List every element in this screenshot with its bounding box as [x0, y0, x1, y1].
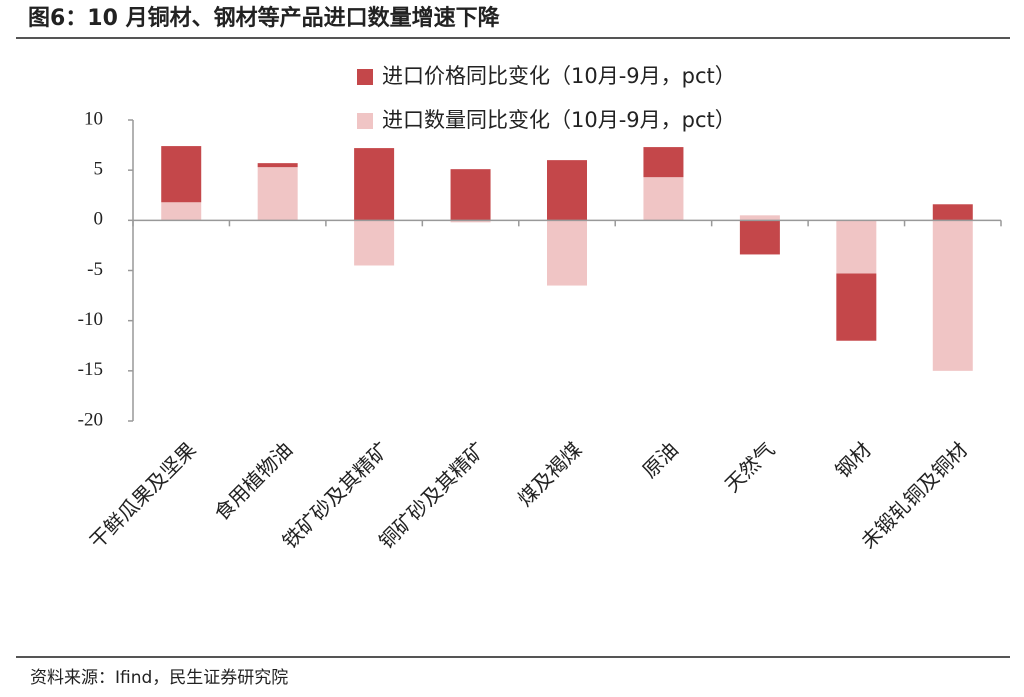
bar [932, 204, 973, 221]
x-tick-label: 干鲜瓜果及坚果 [85, 437, 201, 553]
legend-swatch [357, 69, 373, 85]
x-tick-label: 钢材 [831, 437, 876, 482]
legend-label: 进口数量同比变化（10月-9月，pct） [382, 108, 736, 132]
bar [354, 148, 395, 221]
bar [836, 273, 877, 341]
legend-swatch [357, 113, 373, 129]
bar [739, 215, 780, 221]
bar [257, 167, 298, 221]
bar [932, 220, 973, 371]
bar [643, 147, 684, 178]
x-tick-label: 天然气 [720, 437, 779, 496]
x-tick-label: 煤及褐煤 [513, 437, 587, 511]
legend-label: 进口价格同比变化（10月-9月，pct） [382, 64, 736, 88]
source: 资料来源：Ifind，民生证券研究院 [30, 668, 288, 688]
y-tick-label: 10 [84, 108, 103, 129]
bar [739, 220, 780, 255]
bar [643, 177, 684, 221]
y-tick-label: -20 [78, 409, 103, 430]
bar [450, 169, 491, 221]
y-tick-label: -10 [78, 309, 103, 330]
y-tick-label: 5 [94, 159, 104, 180]
x-tick-label: 食用植物油 [209, 437, 297, 525]
bar [547, 220, 587, 286]
chart-title: 图6：10 月铜材、钢材等产品进口数量增速下降 [28, 5, 501, 31]
x-tick-label: 原油 [638, 437, 683, 482]
y-tick-label: 0 [94, 209, 104, 230]
bar [836, 220, 877, 274]
y-tick-label: -5 [87, 259, 103, 280]
y-tick-label: -15 [78, 359, 103, 380]
bar [257, 163, 298, 168]
bar [161, 202, 202, 221]
bar [161, 146, 202, 203]
bar [450, 220, 491, 223]
bar [354, 220, 395, 266]
bar [547, 160, 587, 221]
